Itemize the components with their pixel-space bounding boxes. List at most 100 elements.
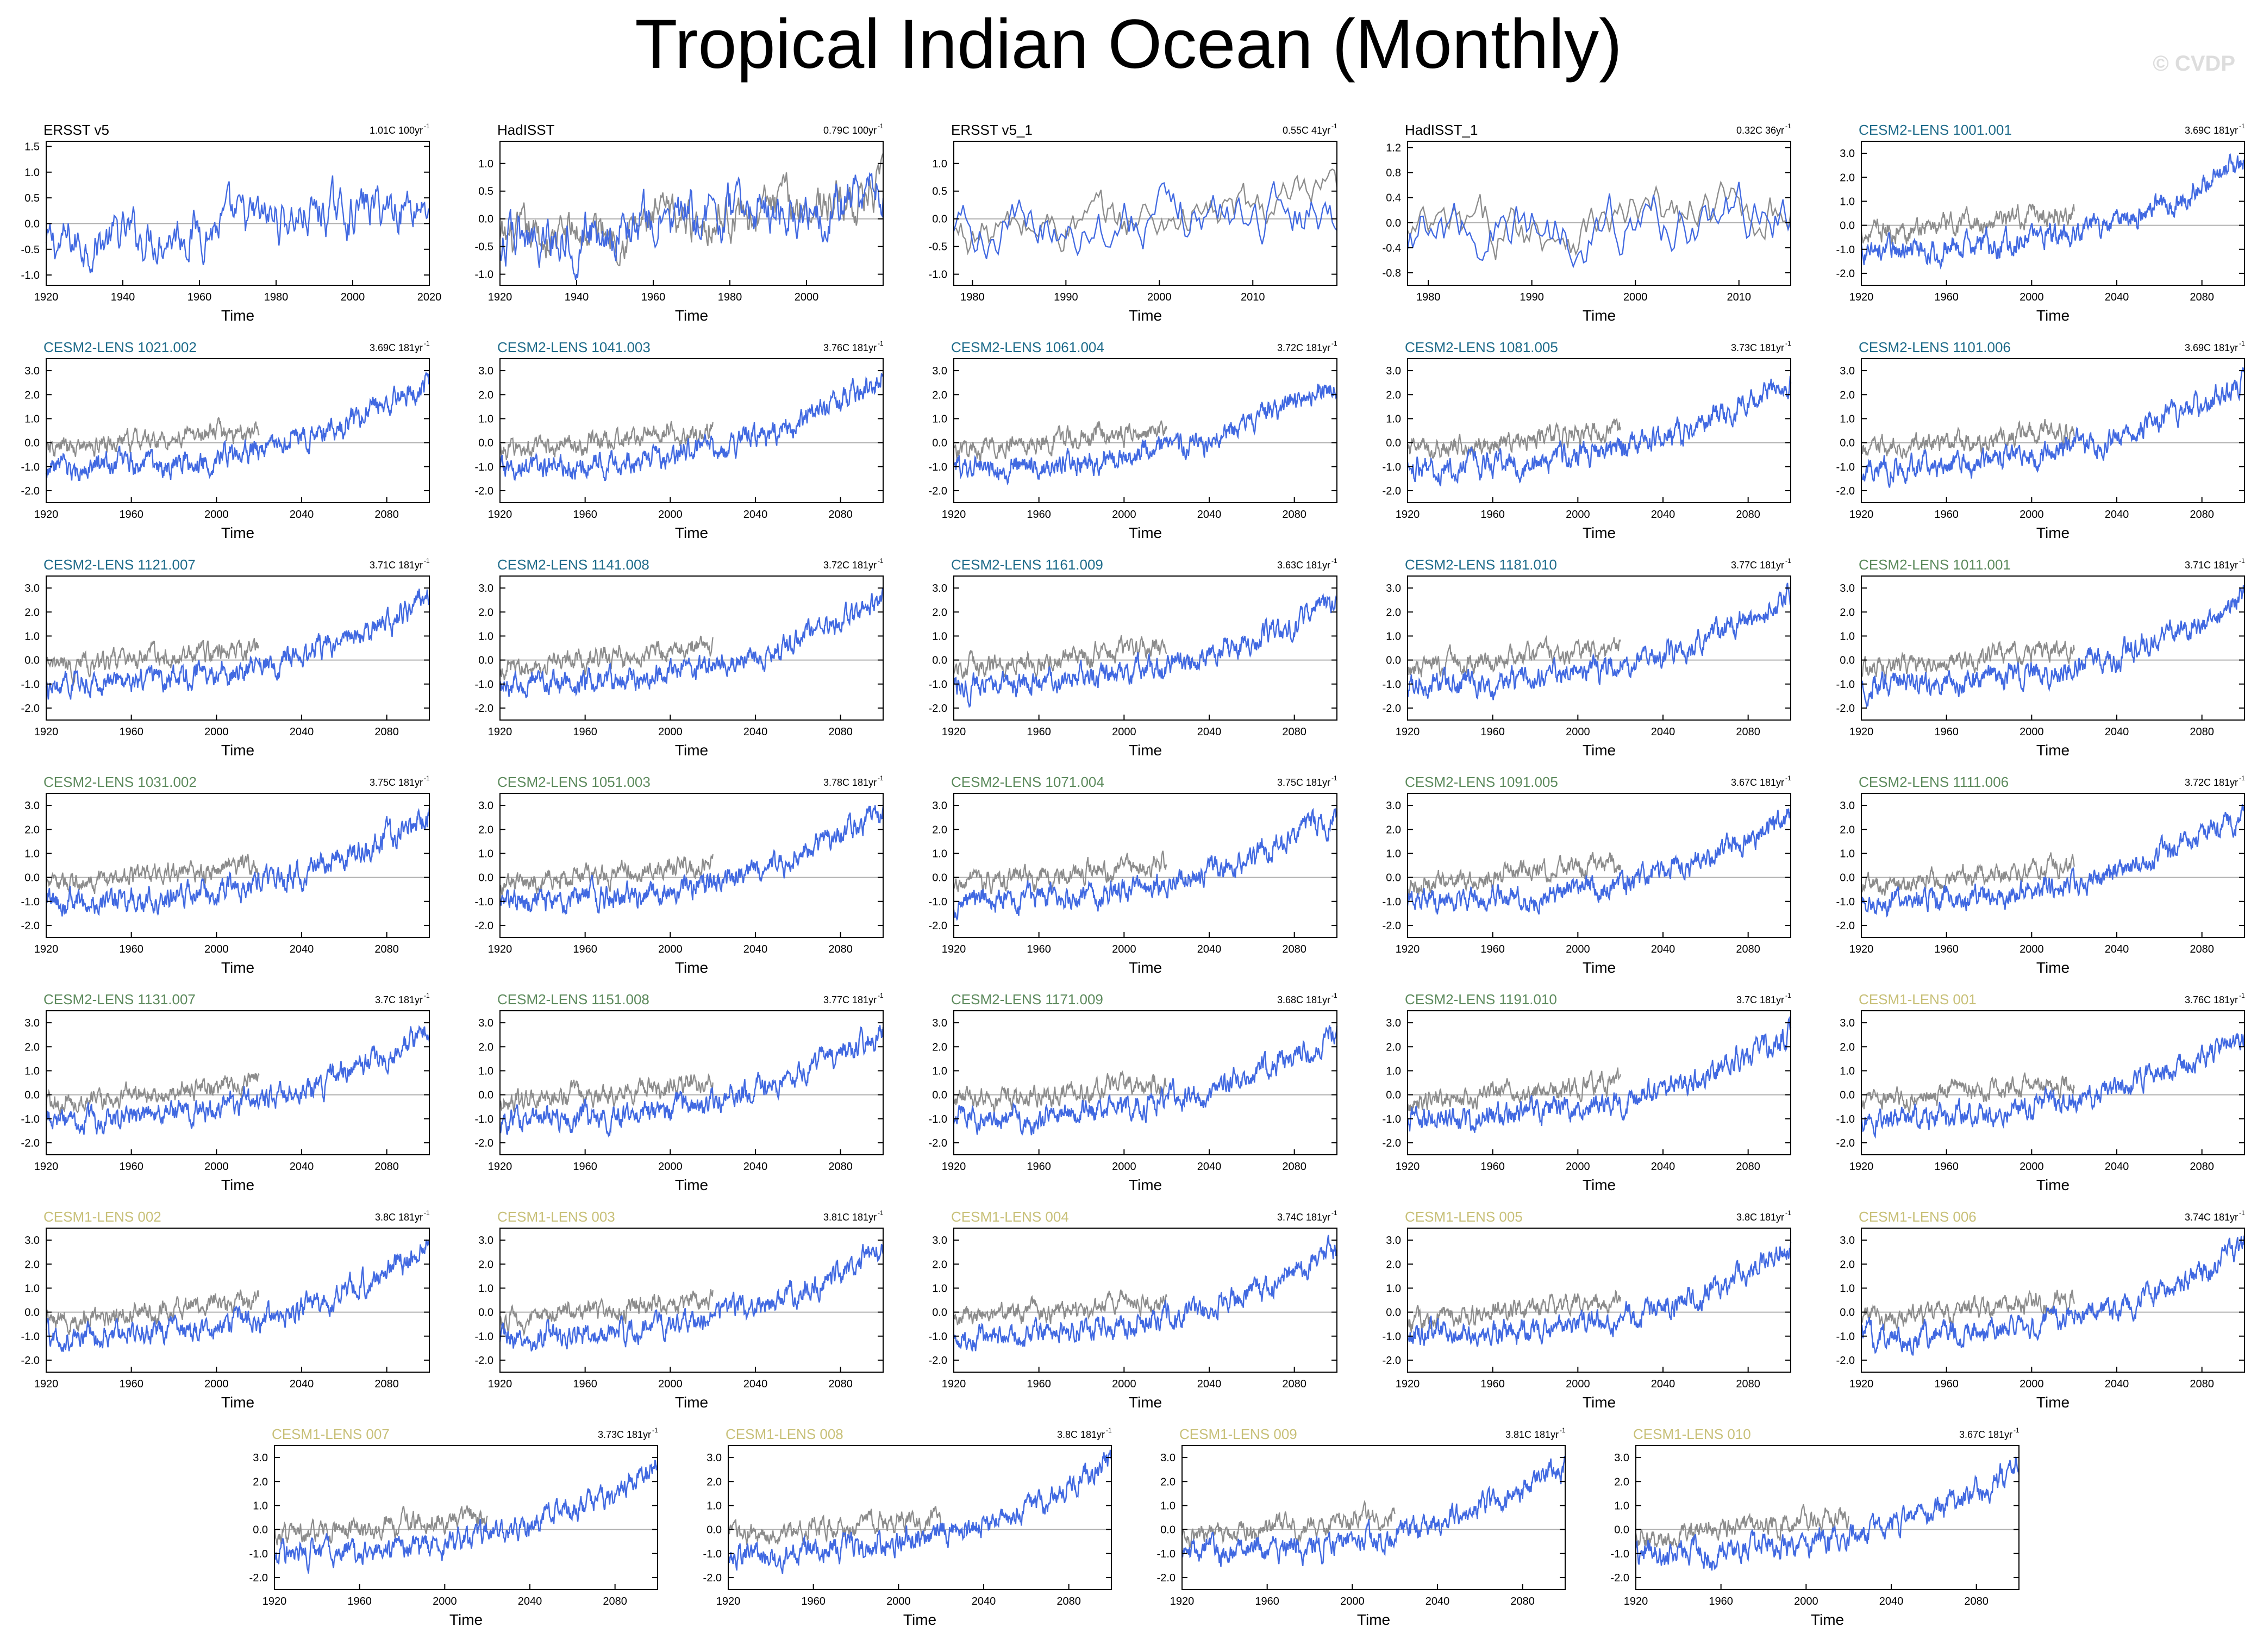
y-tick-label: -1.0 xyxy=(1836,1113,1855,1125)
y-tick-label: 2.0 xyxy=(932,389,947,401)
y-tick-label: 3.0 xyxy=(932,1017,947,1029)
y-tick-label: -2.0 xyxy=(475,1355,493,1367)
y-tick-label: 2.0 xyxy=(1840,606,1855,618)
y-tick-label: 1.5 xyxy=(24,141,40,153)
panel-4: CESM2-LENS 1001.001 3.69C 181yr -1 -2.0 -1.0… xyxy=(1836,122,2246,324)
series-line-model xyxy=(1860,1032,2246,1139)
y-tick-label: 0.0 xyxy=(478,437,493,449)
x-tick-label: 2000 xyxy=(886,1595,911,1607)
plot-frame xyxy=(274,1445,658,1590)
y-tick-label: 0.0 xyxy=(24,437,40,449)
x-tick-label: 2080 xyxy=(828,1161,853,1173)
y-tick-label: 0.0 xyxy=(24,1307,40,1319)
x-tick-label: 1920 xyxy=(942,1161,966,1173)
plot-frame xyxy=(1407,141,1791,286)
x-axis-label: Time xyxy=(1129,742,1162,759)
x-tick-label: 2040 xyxy=(1426,1595,1450,1607)
x-axis-label: Time xyxy=(221,307,254,324)
x-tick-label: 2040 xyxy=(2105,1161,2129,1173)
y-tick-label: 3.0 xyxy=(932,1235,947,1247)
x-tick-label: 2080 xyxy=(2190,943,2214,955)
series-line-observed xyxy=(1860,640,2075,682)
y-tick-label: 0.0 xyxy=(1840,1307,1855,1319)
trend-exponent: -1 xyxy=(1785,1209,1791,1217)
plot-frame xyxy=(499,141,884,286)
panel-title: CESM1-LENS 002 xyxy=(43,1209,161,1225)
x-tick-label: 2080 xyxy=(1736,726,1760,738)
x-tick-label: 1920 xyxy=(34,1161,59,1173)
y-tick-label: 2.0 xyxy=(478,606,493,618)
x-tick-label: 2040 xyxy=(1197,943,1222,955)
x-tick-label: 2000 xyxy=(2020,1378,2044,1390)
y-tick-label: 2.0 xyxy=(1386,1041,1401,1053)
trend-label: 3.8C 181yr xyxy=(375,1212,423,1223)
x-tick-label: 1960 xyxy=(1027,943,1051,955)
panel-title: CESM1-LENS 005 xyxy=(1405,1209,1523,1225)
y-tick-label: 1.0 xyxy=(932,413,947,425)
panel-27: CESM1-LENS 004 3.74C 181yr -1 -2.0 -1.0 0.0 1.… xyxy=(929,1209,1338,1411)
trend-label: 3.72C 181yr xyxy=(2185,777,2238,788)
trend-exponent: -1 xyxy=(1331,1209,1337,1217)
y-tick-label: -1.0 xyxy=(1157,1548,1176,1560)
panel-title: CESM2-LENS 1091.005 xyxy=(1405,774,1558,790)
x-tick-label: 1960 xyxy=(1934,1378,1959,1390)
y-tick-label: 2.0 xyxy=(1840,1259,1855,1271)
y-tick-label: 2.0 xyxy=(1160,1476,1176,1488)
trend-exponent: -1 xyxy=(2239,992,2245,999)
plot-frame xyxy=(46,575,430,721)
panel-13: CESM2-LENS 1181.010 3.77C 181yr -1 -2.0 -1.0… xyxy=(1383,556,1792,759)
x-tick-label: 2000 xyxy=(2020,943,2044,955)
plot-frame xyxy=(953,1010,1337,1155)
y-tick-label: 0.0 xyxy=(932,214,947,226)
trend-label: 3.75C 181yr xyxy=(1277,777,1330,788)
y-tick-label: -1.0 xyxy=(475,461,493,473)
x-tick-label: 1920 xyxy=(34,509,59,521)
trend-exponent: -1 xyxy=(424,557,430,565)
x-tick-label: 2040 xyxy=(743,943,768,955)
panel-title: CESM2-LENS 1021.002 xyxy=(43,339,197,355)
panel-title: CESM2-LENS 1041.003 xyxy=(497,339,651,355)
series-line-observed xyxy=(1860,852,2075,896)
y-tick-label: 3.0 xyxy=(932,800,947,812)
y-tick-label: 0.0 xyxy=(1386,1307,1401,1319)
x-axis-label: Time xyxy=(1129,524,1162,541)
x-tick-label: 2040 xyxy=(743,726,768,738)
y-tick-label: -2.0 xyxy=(929,485,947,497)
x-axis-label: Time xyxy=(1811,1611,1844,1628)
series-line-model xyxy=(499,587,884,698)
y-tick-label: 2.0 xyxy=(478,389,493,401)
trend-exponent: -1 xyxy=(1560,1426,1566,1434)
series-line-model xyxy=(953,384,1337,486)
series-line-observed xyxy=(45,1290,260,1335)
y-tick-label: 3.0 xyxy=(478,1017,493,1029)
plot-frame xyxy=(1407,1228,1791,1373)
trend-label: 3.72C 181yr xyxy=(823,560,877,571)
x-tick-label: 2040 xyxy=(1879,1595,1904,1607)
x-tick-label: 2040 xyxy=(2105,1378,2129,1390)
panel-title: CESM2-LENS 1031.002 xyxy=(43,774,197,790)
y-tick-label: -2.0 xyxy=(475,485,493,497)
y-tick-label: 0.0 xyxy=(932,1307,947,1319)
panel-11: CESM2-LENS 1141.008 3.72C 181yr -1 -2.0 -1.0… xyxy=(475,556,884,759)
panel-title: ERSST v5 xyxy=(43,122,109,138)
x-tick-label: 1960 xyxy=(1934,291,1959,303)
y-tick-label: -2.0 xyxy=(703,1572,722,1584)
trend-label: 3.63C 181yr xyxy=(1277,560,1330,571)
x-tick-label: 2000 xyxy=(1566,726,1590,738)
x-tick-label: 2000 xyxy=(204,726,229,738)
y-tick-label: 3.0 xyxy=(932,365,947,377)
panel-title: CESM2-LENS 1001.001 xyxy=(1859,122,2012,138)
x-tick-label: 2000 xyxy=(2020,291,2044,303)
y-tick-label: 2.0 xyxy=(24,1259,40,1271)
x-axis-label: Time xyxy=(903,1611,936,1628)
trend-exponent: -1 xyxy=(1331,774,1337,782)
y-tick-label: 2.0 xyxy=(1386,824,1401,836)
y-tick-label: -1.0 xyxy=(21,679,40,691)
y-tick-label: 3.0 xyxy=(1386,583,1401,595)
x-tick-label: 1960 xyxy=(1480,509,1505,521)
y-tick-label: 0.5 xyxy=(932,186,947,198)
y-tick-label: 3.0 xyxy=(1840,1017,1855,1029)
y-tick-label: 0.0 xyxy=(478,1090,493,1102)
x-tick-label: 1920 xyxy=(1849,943,1874,955)
plot-frame xyxy=(953,1228,1337,1373)
